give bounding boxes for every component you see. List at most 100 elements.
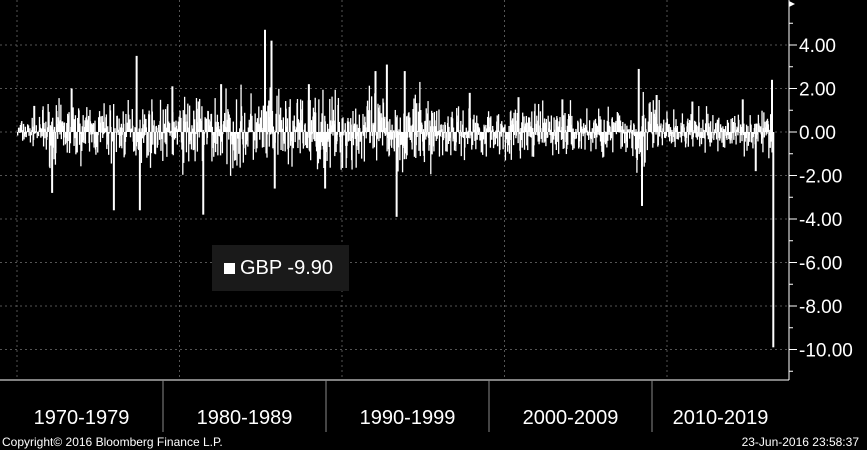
bar <box>410 132 412 136</box>
bar <box>265 111 268 132</box>
bar <box>27 124 29 132</box>
bar-spike <box>138 132 141 211</box>
bar <box>341 132 344 168</box>
bar <box>198 132 200 138</box>
bar <box>357 132 359 151</box>
bar <box>250 93 252 132</box>
bar <box>310 132 312 161</box>
bar <box>525 115 527 132</box>
bar <box>285 108 287 132</box>
bar <box>166 132 168 157</box>
bar <box>674 132 676 148</box>
bar <box>698 106 700 132</box>
bar <box>119 127 122 132</box>
bar <box>185 132 188 153</box>
bar <box>90 123 93 132</box>
bar <box>67 132 69 142</box>
bar <box>694 132 696 134</box>
bar <box>766 132 768 134</box>
bar <box>268 132 270 147</box>
bar <box>96 132 98 148</box>
bar <box>229 132 232 176</box>
bar <box>25 132 27 138</box>
bar <box>512 124 514 132</box>
bar <box>340 132 343 136</box>
bar <box>669 132 671 136</box>
bar <box>55 132 57 154</box>
bar <box>539 111 542 132</box>
bar <box>180 117 182 132</box>
bar <box>314 132 316 142</box>
bar <box>99 122 101 132</box>
bar <box>211 126 214 132</box>
bar <box>717 132 719 152</box>
bar <box>78 132 81 145</box>
bar <box>72 119 75 132</box>
bar <box>97 132 99 136</box>
bar <box>279 114 281 132</box>
bar <box>597 126 599 132</box>
bar <box>243 132 245 149</box>
bar <box>173 132 176 140</box>
bar <box>529 132 532 137</box>
bar <box>643 114 645 132</box>
bar <box>716 119 719 132</box>
bar <box>606 120 608 132</box>
bar <box>290 132 292 146</box>
bar <box>601 132 603 152</box>
bar <box>393 132 396 152</box>
bar <box>331 121 334 132</box>
bar <box>609 132 612 141</box>
bar <box>492 129 494 132</box>
bar <box>666 118 669 132</box>
bar <box>60 104 62 132</box>
bar <box>667 124 669 132</box>
bar <box>439 130 441 132</box>
bar <box>477 132 480 135</box>
bar <box>406 132 408 156</box>
bar <box>91 132 93 143</box>
bar <box>509 132 511 140</box>
bar <box>681 113 684 132</box>
bar <box>28 132 30 136</box>
bar <box>480 132 482 153</box>
bar <box>159 99 162 132</box>
bar <box>373 122 375 132</box>
bar <box>510 132 512 160</box>
bar <box>200 120 202 132</box>
bar <box>205 118 208 132</box>
bar <box>610 132 613 139</box>
bar <box>105 114 108 132</box>
bar <box>743 132 745 157</box>
bar <box>520 132 522 141</box>
bar <box>164 109 167 132</box>
bar <box>671 129 673 132</box>
bar <box>436 132 439 137</box>
bar <box>62 122 64 132</box>
bar <box>113 104 115 132</box>
bar <box>263 132 265 148</box>
bar <box>714 123 717 132</box>
bar <box>482 132 485 140</box>
bar <box>256 132 258 149</box>
bar <box>473 129 476 132</box>
bar <box>572 132 574 150</box>
bar <box>769 129 771 132</box>
bar <box>326 123 329 132</box>
bar <box>340 132 342 170</box>
bar <box>450 132 452 156</box>
bar <box>283 132 285 144</box>
bar <box>190 132 193 150</box>
bar <box>142 109 144 132</box>
bar-spike <box>135 55 138 132</box>
bar <box>24 132 26 135</box>
bar <box>218 132 220 136</box>
bar <box>572 128 574 132</box>
bar <box>448 126 450 132</box>
bar <box>114 128 116 132</box>
bar <box>660 123 662 132</box>
bar <box>694 120 696 132</box>
bar <box>125 132 128 137</box>
bar <box>112 132 114 141</box>
bar <box>130 128 132 132</box>
